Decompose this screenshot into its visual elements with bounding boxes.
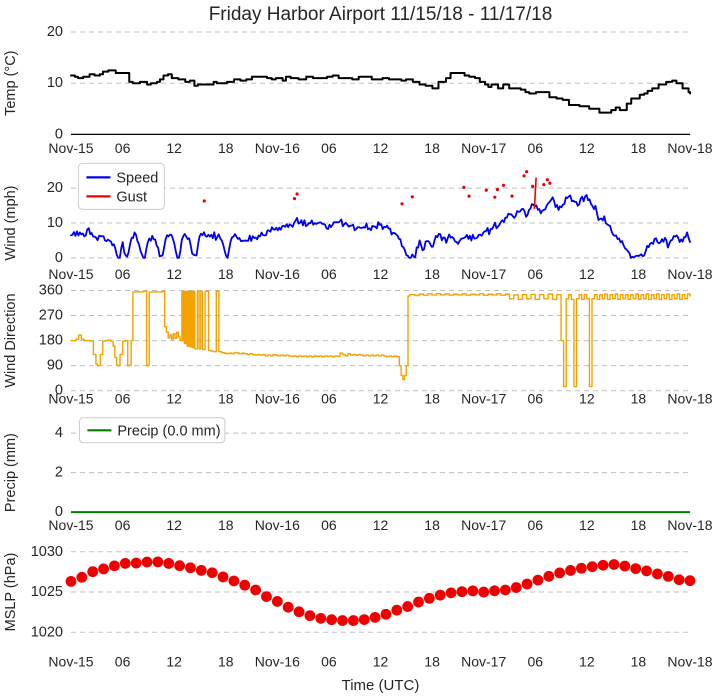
svg-text:Friday Harbor Airport 11/15/18: Friday Harbor Airport 11/15/18 - 11/17/1… (209, 4, 553, 25)
svg-text:Nov-17: Nov-17 (461, 266, 506, 282)
svg-text:10: 10 (47, 215, 63, 231)
svg-text:12: 12 (579, 654, 595, 670)
svg-text:Nov-15: Nov-15 (48, 140, 93, 156)
svg-text:06: 06 (321, 140, 337, 156)
svg-text:0: 0 (55, 250, 63, 266)
svg-text:2: 2 (55, 465, 63, 481)
svg-text:Nov-15: Nov-15 (48, 654, 93, 670)
svg-text:18: 18 (424, 266, 440, 282)
svg-text:06: 06 (321, 654, 337, 670)
svg-text:Nov-18: Nov-18 (667, 517, 712, 533)
svg-text:18: 18 (631, 140, 647, 156)
svg-text:4: 4 (55, 425, 63, 441)
svg-text:Nov-18: Nov-18 (667, 266, 712, 282)
svg-text:1030: 1030 (31, 544, 63, 560)
svg-text:06: 06 (527, 140, 543, 156)
svg-text:12: 12 (373, 517, 389, 533)
svg-text:18: 18 (218, 654, 234, 670)
svg-text:12: 12 (579, 391, 595, 407)
svg-text:06: 06 (527, 517, 543, 533)
svg-text:12: 12 (166, 266, 182, 282)
svg-text:360: 360 (39, 283, 63, 299)
svg-text:12: 12 (373, 654, 389, 670)
svg-text:06: 06 (321, 391, 337, 407)
svg-text:Nov-16: Nov-16 (255, 266, 300, 282)
svg-text:Nov-17: Nov-17 (461, 654, 506, 670)
svg-text:18: 18 (218, 266, 234, 282)
svg-text:12: 12 (373, 140, 389, 156)
svg-text:Nov-16: Nov-16 (255, 391, 300, 407)
svg-text:Nov-15: Nov-15 (48, 517, 93, 533)
svg-text:1025: 1025 (31, 584, 63, 600)
svg-text:18: 18 (424, 517, 440, 533)
svg-text:Wind (mph): Wind (mph) (3, 186, 19, 261)
svg-text:18: 18 (218, 391, 234, 407)
svg-text:Nov-15: Nov-15 (48, 266, 93, 282)
svg-text:12: 12 (579, 266, 595, 282)
svg-text:90: 90 (47, 358, 63, 374)
svg-text:Precip (mm): Precip (mm) (3, 433, 19, 512)
svg-text:18: 18 (631, 517, 647, 533)
svg-text:18: 18 (218, 140, 234, 156)
svg-text:Nov-16: Nov-16 (255, 140, 300, 156)
svg-text:06: 06 (527, 654, 543, 670)
svg-text:12: 12 (373, 391, 389, 407)
svg-text:Nov-18: Nov-18 (667, 140, 712, 156)
svg-text:06: 06 (115, 517, 131, 533)
svg-text:20: 20 (47, 180, 63, 196)
svg-text:Nov-16: Nov-16 (255, 517, 300, 533)
svg-text:Nov-16: Nov-16 (255, 654, 300, 670)
svg-text:Nov-18: Nov-18 (667, 391, 712, 407)
svg-text:18: 18 (424, 140, 440, 156)
svg-text:1020: 1020 (31, 624, 63, 640)
svg-text:18: 18 (424, 391, 440, 407)
svg-text:18: 18 (631, 654, 647, 670)
svg-text:06: 06 (321, 517, 337, 533)
svg-text:Nov-17: Nov-17 (461, 140, 506, 156)
svg-text:18: 18 (631, 391, 647, 407)
svg-text:06: 06 (527, 266, 543, 282)
svg-text:Gust: Gust (116, 189, 147, 205)
svg-text:18: 18 (631, 266, 647, 282)
svg-text:06: 06 (115, 654, 131, 670)
svg-text:Nov-17: Nov-17 (461, 391, 506, 407)
svg-text:12: 12 (166, 654, 182, 670)
svg-text:Nov-15: Nov-15 (48, 391, 93, 407)
svg-text:06: 06 (115, 140, 131, 156)
svg-text:Nov-17: Nov-17 (461, 517, 506, 533)
svg-text:18: 18 (218, 517, 234, 533)
svg-text:06: 06 (115, 391, 131, 407)
svg-text:18: 18 (424, 654, 440, 670)
svg-text:180: 180 (39, 333, 63, 349)
svg-text:20: 20 (47, 24, 63, 40)
svg-text:06: 06 (527, 391, 543, 407)
svg-text:06: 06 (321, 266, 337, 282)
svg-text:06: 06 (115, 266, 131, 282)
svg-text:12: 12 (579, 140, 595, 156)
svg-text:12: 12 (166, 140, 182, 156)
svg-text:Time (UTC): Time (UTC) (342, 677, 420, 694)
svg-text:12: 12 (166, 391, 182, 407)
svg-text:270: 270 (39, 308, 63, 324)
svg-text:10: 10 (47, 75, 63, 91)
svg-text:MSLP (hPa): MSLP (hPa) (3, 553, 19, 632)
svg-text:Precip (0.0 mm): Precip (0.0 mm) (117, 423, 220, 439)
svg-text:Wind Direction: Wind Direction (3, 293, 19, 387)
svg-text:Nov-18: Nov-18 (667, 654, 712, 670)
svg-text:Temp (°C): Temp (°C) (3, 50, 19, 115)
svg-text:12: 12 (373, 266, 389, 282)
svg-text:Speed: Speed (116, 170, 158, 186)
svg-text:12: 12 (579, 517, 595, 533)
svg-text:12: 12 (166, 517, 182, 533)
